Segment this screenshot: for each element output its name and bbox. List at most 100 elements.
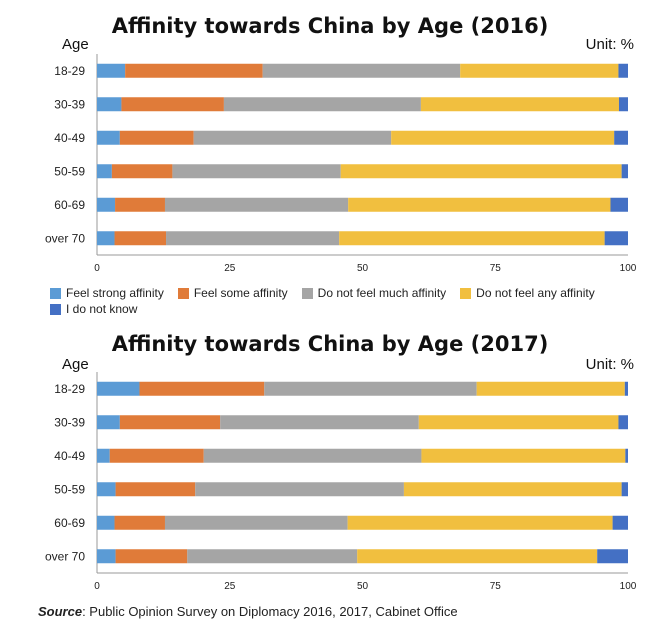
category-label: 60-69 (54, 516, 85, 530)
legend-item: Do not feel any affinity (460, 286, 595, 300)
bar-segment (97, 415, 120, 430)
bar-segment (97, 130, 120, 145)
legend-item: Feel strong affinity (50, 286, 164, 300)
bar-segment (203, 448, 422, 463)
bar-segment (115, 482, 196, 497)
legend-label: Feel some affinity (193, 286, 288, 300)
bar-segment (97, 515, 115, 530)
legend-item: Feel some affinity (177, 286, 288, 300)
bar-segment (114, 231, 167, 246)
bar-segment (121, 97, 224, 112)
category-label: 18-29 (54, 382, 85, 396)
legend-swatch (177, 287, 189, 299)
bar-segment (119, 415, 221, 430)
bar-segment (339, 231, 605, 246)
bar-segment (164, 197, 349, 212)
legend-swatch (460, 287, 472, 299)
bar-segment (348, 197, 611, 212)
category-label: over 70 (45, 231, 85, 245)
bar-segment (97, 63, 126, 78)
bar-segment (262, 63, 461, 78)
bar-segment (166, 231, 340, 246)
x-tick-label: 25 (224, 581, 236, 592)
bar-segment (614, 130, 628, 145)
x-tick-label: 100 (620, 263, 637, 274)
x-tick-label: 75 (490, 263, 502, 274)
category-label: 50-59 (54, 164, 85, 178)
chart-title: Affinity towards China by Age (2017) (111, 332, 549, 356)
category-label: 30-39 (54, 97, 85, 111)
chart-title: Affinity towards China by Age (2016) (111, 14, 549, 38)
bar-segment (391, 130, 615, 145)
x-tick-label: 75 (490, 581, 502, 592)
bar-segment (97, 97, 122, 112)
legend-swatch (301, 287, 313, 299)
bar-segment (618, 63, 628, 78)
bar-segment (97, 381, 140, 396)
bar-segment (624, 381, 628, 396)
x-tick-label: 0 (94, 581, 100, 592)
legend-label: I do not know (66, 302, 138, 316)
bar-segment (223, 97, 421, 112)
bar-segment (187, 549, 358, 564)
chart-2017: Affinity towards China by Age (2017) Age… (0, 328, 660, 598)
bar-segment (460, 63, 619, 78)
legend-label: Do not feel any affinity (476, 286, 595, 300)
bar-segment (264, 381, 477, 396)
source-text: : Public Opinion Survey on Diplomacy 201… (82, 604, 458, 619)
bar-segment (610, 197, 628, 212)
bar-segment (97, 231, 115, 246)
bar-segment (115, 549, 188, 564)
x-tick-label: 50 (357, 263, 369, 274)
bar-segment (139, 381, 265, 396)
bar-segment (625, 448, 628, 463)
category-label: 40-49 (54, 131, 85, 145)
x-tick-label: 25 (224, 263, 236, 274)
unit-label: Unit: % (585, 356, 634, 373)
category-label: 30-39 (54, 415, 85, 429)
y-axis-label: Age (62, 356, 89, 373)
bar-segment (476, 381, 625, 396)
bar-segment (604, 231, 628, 246)
bar-segment (195, 482, 404, 497)
bar-segment (125, 63, 263, 78)
x-tick-label: 50 (357, 581, 369, 592)
plot-area: 18-29 30-39 40-49 50-59 60-69 over 70 0 25 50 75 1… (45, 54, 637, 274)
x-tick-label: 100 (620, 581, 637, 592)
bar-segment (618, 415, 628, 430)
bar-segment (340, 164, 622, 179)
bar-segment (119, 130, 194, 145)
bar-segment (172, 164, 341, 179)
category-label: 60-69 (54, 198, 85, 212)
legend-label: Do not feel much affinity (317, 286, 447, 300)
bar-segment (420, 97, 619, 112)
bar-segment (612, 515, 628, 530)
bar-segment (403, 482, 622, 497)
bar-segment (621, 482, 628, 497)
bar-segment (97, 197, 116, 212)
category-label: 50-59 (54, 482, 85, 496)
unit-label: Unit: % (585, 36, 634, 53)
bar-segment (621, 164, 628, 179)
legend-swatch (50, 287, 61, 299)
bar-segment (597, 549, 628, 564)
category-label: 18-29 (54, 64, 85, 78)
category-label: 40-49 (54, 449, 85, 463)
plot-area: 18-29 30-39 40-49 50-59 60-69 over 70 0 25 50 75 1… (45, 372, 637, 592)
bar-segment (418, 415, 619, 430)
bar-segment (220, 415, 419, 430)
y-axis-label: Age (62, 36, 89, 53)
legend-item: Do not feel much affinity (301, 286, 447, 300)
legend-item: I do not know (50, 302, 137, 316)
legend: Feel strong affinity Feel some affinity Do… (50, 286, 650, 316)
bar-segment (97, 549, 116, 564)
bar-segment (193, 130, 392, 145)
bar-segment (97, 164, 112, 179)
legend-swatch (50, 303, 61, 315)
bar-segment (164, 515, 348, 530)
bar-segment (347, 515, 613, 530)
bar-segment (421, 448, 626, 463)
bar-segment (618, 97, 628, 112)
source-label: Source (38, 604, 83, 619)
x-tick-label: 0 (94, 263, 100, 274)
